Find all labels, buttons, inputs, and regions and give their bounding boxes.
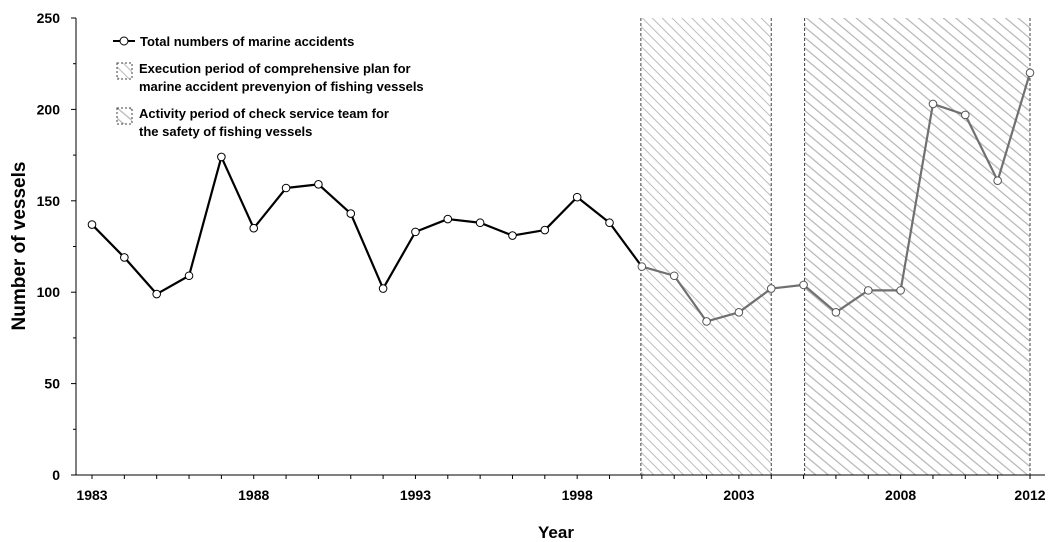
- y-tick-label: 100: [37, 284, 61, 300]
- x-tick-label: 2008: [885, 487, 916, 503]
- series-segment: [479, 221, 514, 237]
- data-point: [637, 262, 647, 271]
- data-point: [217, 152, 226, 162]
- series-segment: [770, 283, 805, 290]
- data-point: [669, 271, 679, 281]
- data-point: [120, 253, 129, 262]
- legend-marker-swatch: [119, 36, 129, 46]
- y-axis-title: Number of vessels: [9, 162, 30, 331]
- data-point: [540, 225, 550, 235]
- data-point: [702, 317, 711, 326]
- data-point: [605, 218, 614, 228]
- series-segment: [382, 230, 417, 290]
- legend-item-check-team-period: Activity period of check service team fo…: [116, 106, 389, 139]
- series-segment: [834, 289, 870, 314]
- series-segment: [931, 102, 967, 116]
- data-point: [508, 231, 517, 240]
- x-tick-label: 1983: [76, 487, 107, 503]
- data-point: [152, 289, 161, 299]
- data-point: [961, 110, 970, 120]
- series-total-marine-accidents: [87, 68, 1035, 326]
- y-ticks: 0 50 100 150 200 250: [37, 10, 76, 483]
- series-segment: [446, 217, 482, 224]
- x-ticks: 1983 1988 1993 1998 2003 2008 2012: [76, 475, 1046, 503]
- series-segment: [543, 196, 579, 232]
- series-segment: [414, 217, 449, 233]
- data-point: [184, 271, 194, 281]
- data-point: [1025, 68, 1035, 78]
- shaded-period-2: [804, 18, 1030, 475]
- data-point: [249, 223, 259, 233]
- series-segment: [705, 311, 740, 323]
- legend-label-plan-line2: marine accident prevenyion of fishing ve…: [139, 79, 424, 94]
- data-point: [346, 209, 356, 218]
- data-point: [411, 227, 420, 237]
- data-point: [572, 192, 582, 202]
- y-tick-label: 250: [37, 10, 61, 26]
- y-tick-label: 50: [44, 376, 60, 392]
- series-segment: [252, 186, 288, 230]
- x-tick-label: 1988: [238, 487, 269, 503]
- data-point: [87, 220, 97, 229]
- x-tick-label: 1998: [562, 487, 593, 503]
- legend-hatch-swatch-1: [116, 62, 133, 80]
- series-segment: [187, 155, 223, 277]
- series-segment: [673, 274, 708, 323]
- series-segment: [349, 212, 385, 290]
- data-point: [928, 99, 938, 109]
- legend-label-plan-line1: Execution period of comprehensive plan f…: [139, 61, 411, 76]
- x-axis-title: Year: [538, 523, 574, 542]
- y-tick-label: 150: [37, 193, 61, 209]
- series-segment: [576, 196, 611, 224]
- legend-hatch-swatch-2: [116, 107, 133, 125]
- series-segment: [220, 155, 255, 230]
- data-point: [475, 218, 485, 228]
- data-point: [443, 214, 453, 224]
- legend-item-total: Total numbers of marine accidents: [113, 34, 354, 49]
- series-segment: [899, 102, 935, 292]
- legend-label-team-line1: Activity period of check service team fo…: [139, 106, 389, 121]
- series-segment: [996, 71, 1032, 182]
- shaded-periods: [640, 18, 1031, 475]
- data-point: [314, 180, 323, 189]
- legend-label-team-line2: the safety of fishing vessels: [139, 124, 312, 139]
- series-segment: [284, 183, 320, 190]
- legend-item-plan-period: Execution period of comprehensive plan f…: [116, 61, 424, 94]
- shaded-period-1: [640, 18, 772, 475]
- data-point: [896, 286, 905, 295]
- x-tick-label: 1993: [400, 487, 431, 503]
- legend: Total numbers of marine accidents Execut…: [113, 34, 424, 139]
- x-tick-label: 2012: [1014, 487, 1045, 503]
- data-point: [863, 286, 873, 295]
- y-tick-label: 0: [52, 467, 60, 483]
- series-segment: [155, 274, 191, 296]
- data-point: [993, 176, 1002, 185]
- series-segment: [737, 287, 773, 314]
- data-point: [281, 183, 291, 193]
- series-segment: [640, 265, 676, 277]
- x-tick-label: 2003: [723, 487, 754, 503]
- data-point: [766, 284, 776, 293]
- legend-label-total: Total numbers of marine accidents: [140, 34, 354, 49]
- series-segment: [964, 113, 999, 182]
- data-point: [734, 308, 744, 317]
- data-point: [831, 308, 841, 317]
- data-point: [799, 280, 808, 290]
- y-tick-label: 200: [37, 101, 61, 117]
- series-segment: [317, 183, 352, 215]
- series-segment: [123, 256, 158, 296]
- data-point: [378, 284, 388, 293]
- series-segment: [608, 221, 643, 268]
- series-segment: [90, 223, 126, 259]
- series-segment: [511, 228, 546, 237]
- series-segment: [802, 283, 838, 314]
